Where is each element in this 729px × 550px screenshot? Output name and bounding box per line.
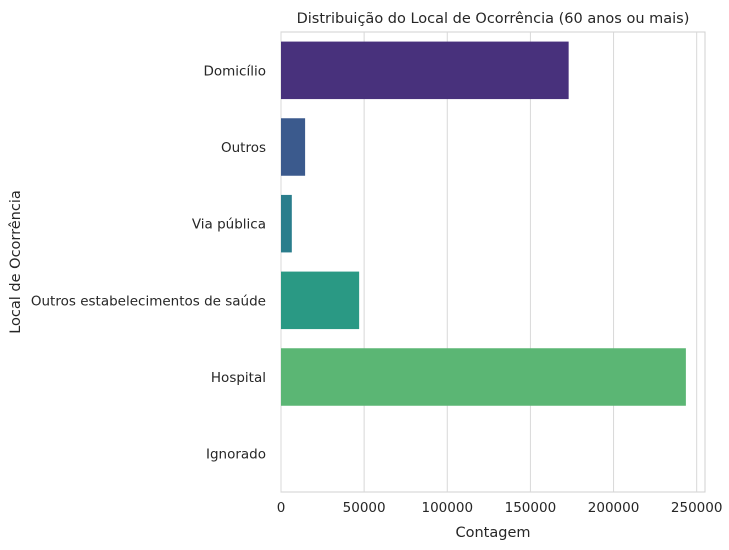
y-tick-label: Domicílio bbox=[204, 63, 267, 79]
plot-area bbox=[280, 31, 706, 493]
y-tick-labels: Domicílio Outros Via pública Outros estabel… bbox=[31, 63, 266, 462]
x-tick-label: 250000 bbox=[671, 500, 723, 516]
bar bbox=[281, 194, 292, 253]
x-axis-label: Contagem bbox=[455, 525, 530, 541]
y-tick-label: Ignorado bbox=[206, 447, 266, 463]
y-tick-label: Via pública bbox=[192, 217, 266, 233]
y-axis-label: Local de Ocorrência bbox=[8, 190, 24, 334]
grid-lines bbox=[280, 32, 698, 492]
bar bbox=[281, 41, 569, 100]
x-tick-label: 0 bbox=[277, 500, 286, 516]
bar bbox=[281, 348, 686, 406]
x-tick-label: 200000 bbox=[588, 500, 640, 516]
x-tick-label: 50000 bbox=[343, 500, 386, 516]
y-tick-label: Outros bbox=[221, 140, 266, 156]
bar bbox=[281, 271, 360, 330]
y-tick-label: Hospital bbox=[211, 370, 266, 386]
bar bbox=[281, 118, 306, 176]
x-tick-label: 100000 bbox=[422, 500, 474, 516]
bars bbox=[281, 41, 686, 406]
x-tick-labels: 0 50000 100000 150000 200000 250000 bbox=[277, 500, 723, 516]
y-tick-label: Outros estabelecimentos de saúde bbox=[31, 293, 266, 309]
x-tick-label: 150000 bbox=[505, 500, 557, 516]
chart-title: Distribuição do Local de Ocorrência (60 … bbox=[297, 11, 690, 27]
